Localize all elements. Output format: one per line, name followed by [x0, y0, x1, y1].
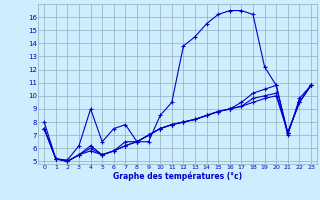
- X-axis label: Graphe des températures (°c): Graphe des températures (°c): [113, 172, 242, 181]
